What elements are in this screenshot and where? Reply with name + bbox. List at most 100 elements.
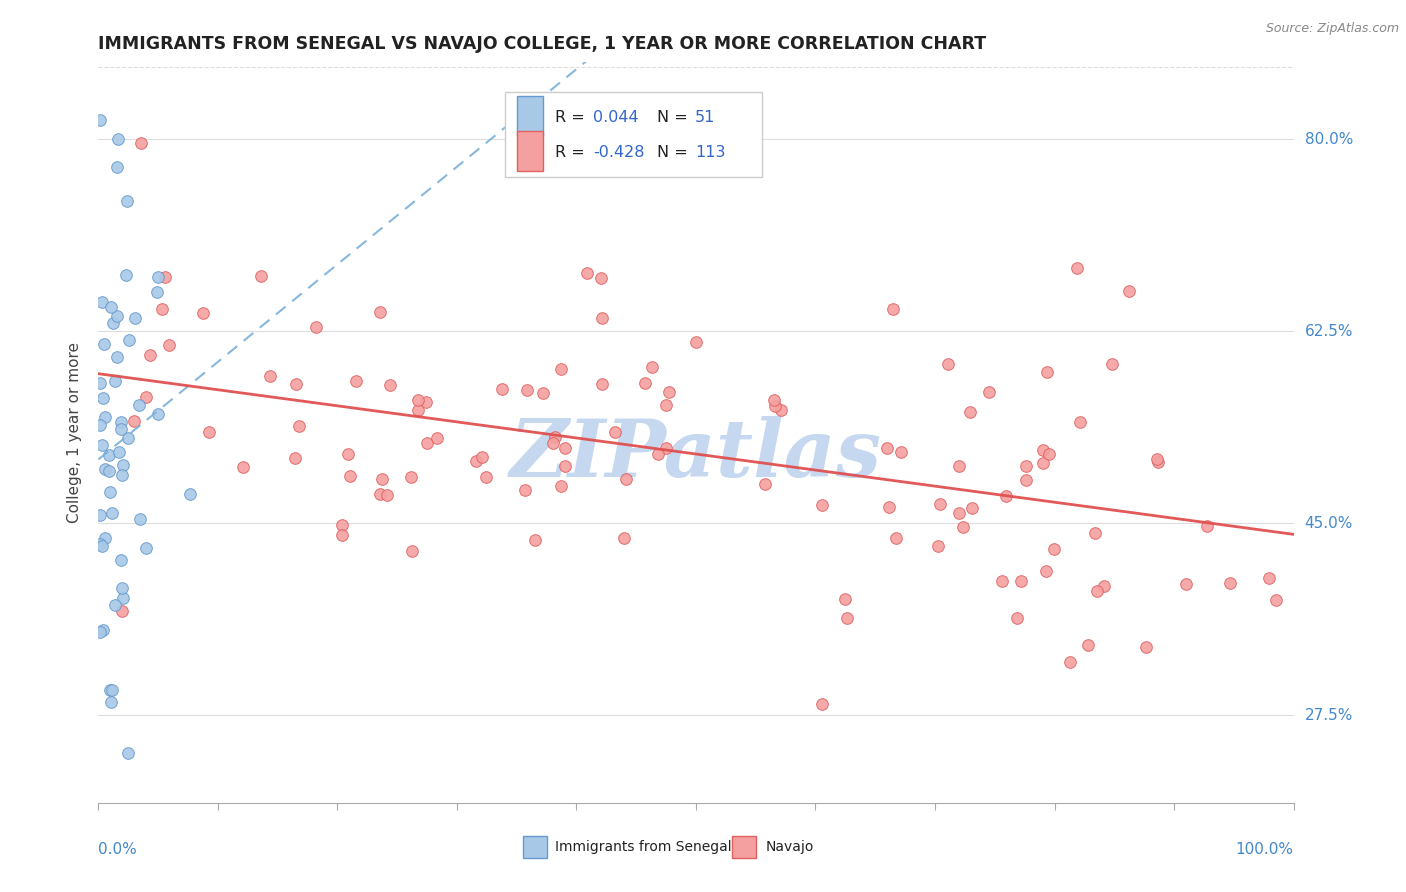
Point (531, 386, 554, 401)
Point (890, 444, 912, 458)
Point (554, 459, 576, 474)
Point (148, 407, 170, 421)
Point (1035, 564, 1057, 578)
Point (886, 531, 908, 545)
Point (426, 430, 449, 444)
Point (465, 454, 488, 468)
Point (101, 682, 124, 697)
Point (98, 682, 121, 697)
Point (399, 469, 422, 483)
Point (1005, 611, 1028, 625)
Point (107, 132, 129, 146)
Point (614, 472, 637, 486)
Point (810, 697, 832, 711)
Point (762, 393, 785, 408)
Point (1146, 451, 1168, 466)
Point (135, 541, 157, 555)
Point (641, 360, 664, 375)
Point (754, 477, 776, 491)
Point (475, 469, 498, 483)
Point (471, 450, 494, 465)
Point (90, 295, 112, 310)
Point (89, 537, 111, 551)
FancyBboxPatch shape (517, 130, 543, 171)
Point (589, 271, 612, 285)
Point (882, 302, 904, 317)
Text: -0.428: -0.428 (593, 145, 645, 161)
Point (1258, 571, 1281, 585)
Point (1076, 638, 1098, 652)
Text: Source: ZipAtlas.com: Source: ZipAtlas.com (1265, 22, 1399, 36)
Point (591, 376, 613, 391)
Point (107, 445, 129, 459)
Point (232, 460, 254, 475)
Text: 51: 51 (695, 111, 716, 126)
Point (155, 270, 177, 285)
Point (91, 539, 114, 553)
Point (1015, 474, 1038, 488)
Point (94, 410, 117, 425)
Text: N =: N = (657, 111, 692, 126)
FancyBboxPatch shape (505, 92, 762, 178)
Point (100, 695, 122, 709)
Point (541, 436, 564, 450)
Point (1069, 415, 1091, 429)
Point (927, 539, 949, 553)
Point (179, 487, 201, 501)
Point (603, 425, 626, 439)
Point (1084, 526, 1107, 541)
Point (104, 375, 127, 389)
Point (1118, 284, 1140, 298)
Point (89, 417, 111, 432)
Point (89, 113, 111, 128)
Point (91, 437, 114, 451)
Point (929, 497, 952, 511)
Point (122, 414, 145, 428)
Point (112, 458, 135, 472)
Point (117, 194, 139, 208)
Point (337, 447, 360, 461)
Point (111, 581, 134, 595)
Point (150, 302, 173, 317)
Point (1135, 640, 1157, 654)
Text: 0.0%: 0.0% (98, 842, 138, 856)
Text: R =: R = (555, 111, 591, 126)
Point (93, 337, 115, 351)
Point (1174, 577, 1197, 591)
Point (129, 512, 152, 526)
Point (97, 448, 120, 462)
Point (107, 310, 129, 324)
Point (591, 311, 613, 326)
Point (259, 368, 281, 383)
Point (990, 574, 1012, 588)
Point (655, 441, 678, 455)
Point (877, 500, 900, 515)
Point (197, 425, 219, 439)
FancyBboxPatch shape (517, 95, 543, 136)
Point (111, 467, 134, 482)
Point (370, 472, 392, 486)
Point (936, 357, 959, 371)
Point (139, 348, 162, 362)
Text: 0.044: 0.044 (593, 111, 638, 126)
Text: N =: N = (657, 145, 692, 161)
Point (107, 160, 129, 174)
Text: ZIPatlas: ZIPatlas (510, 416, 882, 493)
Point (550, 362, 572, 376)
Point (554, 441, 576, 455)
Point (191, 306, 214, 320)
Point (523, 533, 546, 548)
Point (1085, 583, 1108, 598)
Point (960, 501, 983, 516)
Point (1265, 593, 1288, 607)
Point (104, 598, 127, 612)
Point (685, 334, 707, 349)
Point (408, 402, 430, 417)
Point (112, 591, 135, 605)
Point (344, 374, 367, 388)
Point (491, 382, 513, 396)
Point (330, 518, 353, 533)
Text: 100.0%: 100.0% (1236, 842, 1294, 856)
Point (115, 268, 138, 283)
Point (1066, 261, 1088, 276)
